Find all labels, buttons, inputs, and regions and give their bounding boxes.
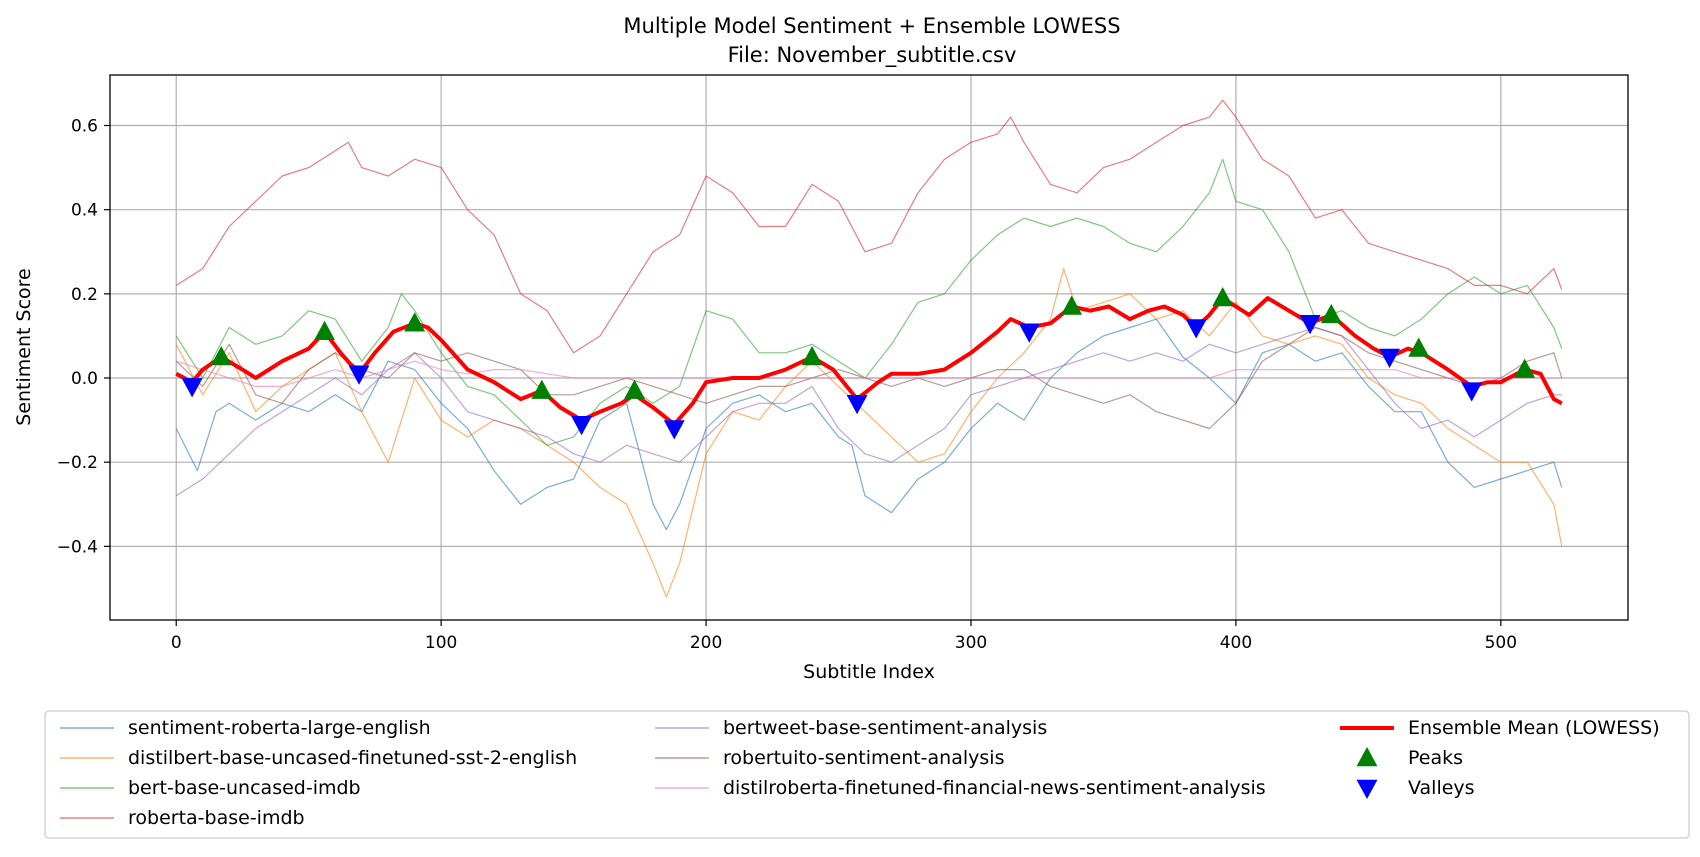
peak-marker bbox=[1514, 358, 1536, 378]
axis-ticks: 0 100 200 300 400 500 −0.4 −0.2 0.0 0.2 0.4 0.6 bbox=[57, 117, 1517, 653]
chart-subtitle: File: November_subtitle.csv bbox=[728, 43, 1017, 68]
y-tick-label: 0.4 bbox=[71, 201, 98, 221]
valley-marker bbox=[1185, 319, 1207, 339]
legend-entry: bertweet-base-sentiment-analysis bbox=[655, 717, 1047, 739]
legend-box bbox=[44, 710, 1690, 839]
markers bbox=[181, 287, 1536, 440]
peak-marker bbox=[1320, 303, 1342, 324]
legend-entry: robertuito-sentiment-analysis bbox=[655, 747, 1004, 769]
x-tick-label: 400 bbox=[1220, 633, 1252, 653]
legend-label: roberta-base-imdb bbox=[128, 807, 305, 829]
y-tick-label: 0.0 bbox=[71, 369, 98, 389]
series-line-bertweet-base-sentiment-analysis bbox=[175, 326, 1562, 497]
valley-marker bbox=[1379, 348, 1401, 368]
x-tick-label: 100 bbox=[425, 633, 457, 653]
peak-marker bbox=[1212, 287, 1234, 307]
legend-label: sentiment-roberta-large-english bbox=[128, 717, 431, 739]
legend-entry: bert-base-uncased-imdb bbox=[60, 777, 361, 799]
legend-entry: distilroberta-finetuned-financial-news-s… bbox=[655, 777, 1266, 799]
series-line-bert-base-uncased-imdb bbox=[175, 158, 1563, 446]
valley-marker bbox=[1299, 315, 1321, 335]
peak-marker bbox=[624, 379, 645, 399]
legend-entry: roberta-base-imdb bbox=[60, 807, 305, 829]
series-lines bbox=[175, 99, 1563, 598]
legend-entry: Ensemble Mean (LOWESS) bbox=[1340, 717, 1660, 739]
legend-swatch bbox=[1356, 747, 1378, 767]
y-tick-label: −0.4 bbox=[57, 537, 98, 557]
legend-label: Valleys bbox=[1408, 777, 1475, 799]
y-axis-label: Sentiment Score bbox=[13, 268, 35, 425]
chart-title: Multiple Model Sentiment + Ensemble LOWE… bbox=[623, 14, 1120, 38]
valley-marker bbox=[348, 365, 370, 385]
series-line-ensemble-mean-lowess bbox=[175, 296, 1563, 427]
series-line-distilroberta-finetuned-financial-news-sentiment-analysis bbox=[176, 360, 1562, 387]
peak-marker bbox=[1408, 337, 1430, 357]
valley-marker bbox=[663, 420, 685, 440]
x-axis-label: Subtitle Index bbox=[803, 661, 935, 683]
legend-swatch bbox=[1356, 779, 1378, 799]
peak-marker bbox=[210, 345, 232, 366]
peak-marker bbox=[801, 345, 823, 366]
legend-label: bert-base-uncased-imdb bbox=[128, 777, 361, 799]
x-tick-label: 0 bbox=[171, 633, 182, 653]
series-line-distilbert-base-uncased-finetuned-sst-2-english bbox=[175, 268, 1563, 598]
legend-entry: sentiment-roberta-large-english bbox=[60, 717, 431, 739]
y-tick-label: −0.2 bbox=[57, 453, 98, 473]
legend-label: bertweet-base-sentiment-analysis bbox=[723, 717, 1047, 739]
legend-label: robertuito-sentiment-analysis bbox=[723, 747, 1004, 769]
x-tick-label: 200 bbox=[690, 633, 722, 653]
legend: sentiment-roberta-large-english distilber… bbox=[44, 710, 1690, 839]
legend-entry: Peaks bbox=[1356, 747, 1463, 769]
valley-marker bbox=[846, 395, 868, 415]
plot-frame bbox=[109, 74, 1629, 621]
valley-marker bbox=[181, 378, 203, 398]
legend-label: Peaks bbox=[1408, 747, 1463, 769]
peak-marker bbox=[1061, 295, 1083, 315]
peak-marker bbox=[531, 379, 553, 399]
y-tick-label: 0.6 bbox=[71, 117, 98, 137]
valley-marker bbox=[1461, 382, 1483, 402]
x-tick-label: 300 bbox=[955, 633, 987, 653]
legend-label: Ensemble Mean (LOWESS) bbox=[1408, 717, 1660, 739]
peak-marker bbox=[404, 312, 426, 332]
x-tick-label: 500 bbox=[1485, 633, 1517, 653]
valley-marker bbox=[571, 416, 593, 436]
legend-label: distilbert-base-uncased-finetuned-sst-2-… bbox=[128, 747, 577, 769]
peak-marker bbox=[314, 320, 336, 340]
legend-entry: distilbert-base-uncased-finetuned-sst-2-… bbox=[60, 747, 577, 769]
legend-label: distilroberta-finetuned-financial-news-s… bbox=[723, 777, 1266, 799]
series-line-roberta-base-imdb bbox=[175, 99, 1563, 354]
y-tick-label: 0.2 bbox=[71, 285, 98, 305]
legend-entry: Valleys bbox=[1356, 777, 1475, 799]
valley-marker bbox=[1018, 323, 1040, 343]
